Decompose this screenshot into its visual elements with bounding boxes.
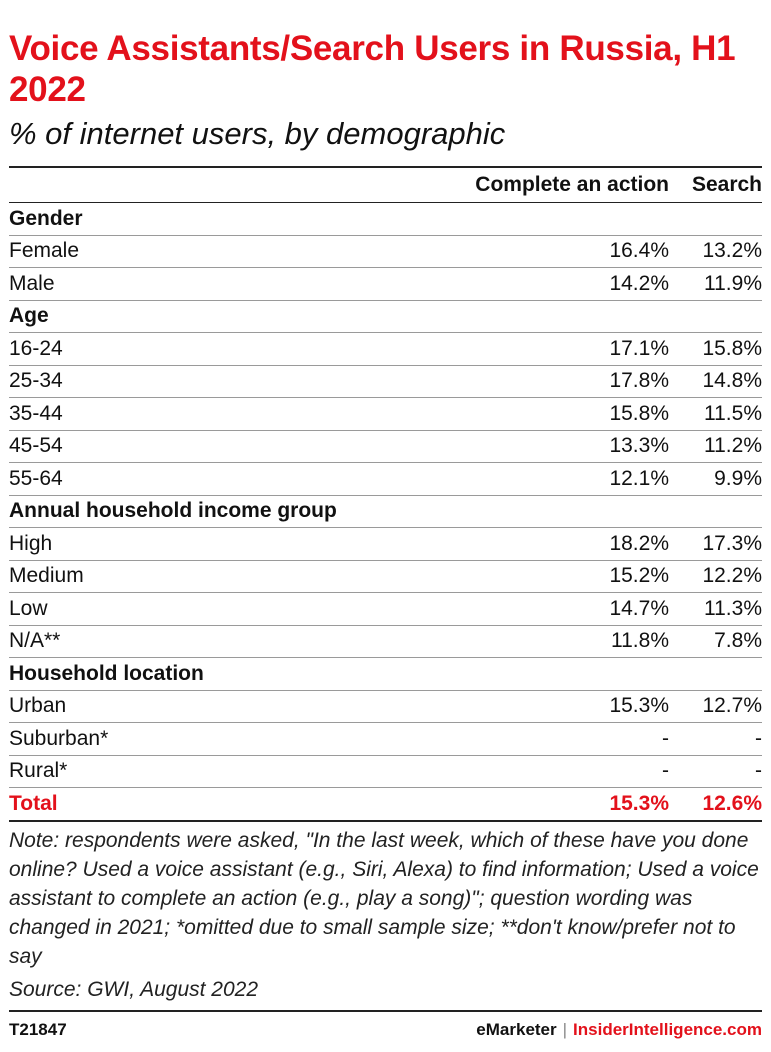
table-row: N/A** 11.8% 7.8% bbox=[9, 625, 762, 658]
chart-title: Voice Assistants/Search Users in Russia,… bbox=[9, 29, 736, 109]
header-row: Complete an action Search bbox=[9, 168, 762, 203]
table-row: Female 16.4% 13.2% bbox=[9, 235, 762, 268]
value-complete-action: 17.8% bbox=[229, 365, 669, 398]
group-header-row: Annual household income group bbox=[9, 495, 762, 528]
brand-separator: | bbox=[562, 1020, 568, 1039]
table-row: Low 14.7% 11.3% bbox=[9, 592, 762, 626]
brand-emarketer: eMarketer bbox=[476, 1020, 557, 1039]
row-label: Urban bbox=[9, 690, 229, 723]
note-text: Note: respondents were asked, "In the la… bbox=[9, 828, 759, 968]
row-label: High bbox=[9, 527, 229, 561]
brand-insider-intelligence: InsiderIntelligence.com bbox=[573, 1020, 762, 1039]
table-row: 25-34 17.8% 14.8% bbox=[9, 365, 762, 398]
header-label-col bbox=[9, 168, 229, 203]
row-label: 45-54 bbox=[9, 430, 229, 463]
value-complete-action: 16.4% bbox=[229, 235, 669, 268]
value-complete-action: 15.8% bbox=[229, 397, 669, 431]
source-text: Source: GWI, August 2022 bbox=[9, 977, 259, 1001]
total-label: Total bbox=[9, 787, 229, 822]
value-complete-action: - bbox=[229, 722, 669, 756]
total-search: 12.6% bbox=[669, 787, 762, 822]
group-label: Household location bbox=[9, 657, 762, 691]
row-label: Rural* bbox=[9, 755, 229, 788]
value-complete-action: 14.7% bbox=[229, 592, 669, 626]
value-search: 12.2% bbox=[669, 560, 762, 593]
value-search: 12.7% bbox=[669, 690, 762, 723]
top-rule bbox=[9, 166, 762, 168]
value-search: 13.2% bbox=[669, 235, 762, 268]
value-complete-action: 17.1% bbox=[229, 332, 669, 366]
value-search: 9.9% bbox=[669, 462, 762, 496]
table-row: High 18.2% 17.3% bbox=[9, 527, 762, 561]
group-label: Gender bbox=[9, 202, 762, 236]
data-table: Complete an action Search Gender Female 16… bbox=[9, 168, 762, 822]
value-search: 11.2% bbox=[669, 430, 762, 463]
table-row: Male 14.2% 11.9% bbox=[9, 267, 762, 301]
value-search: - bbox=[669, 722, 762, 756]
table-row: Suburban* - - bbox=[9, 722, 762, 756]
header-action: Complete an action bbox=[229, 168, 669, 203]
value-complete-action: 15.2% bbox=[229, 560, 669, 593]
group-label: Age bbox=[9, 300, 762, 333]
value-search: 7.8% bbox=[669, 625, 762, 658]
value-complete-action: 12.1% bbox=[229, 462, 669, 496]
value-search: 15.8% bbox=[669, 332, 762, 366]
table-row: 55-64 12.1% 9.9% bbox=[9, 462, 762, 496]
table-row: Urban 15.3% 12.7% bbox=[9, 690, 762, 723]
row-label: 25-34 bbox=[9, 365, 229, 398]
table-row: 35-44 15.8% 11.5% bbox=[9, 397, 762, 431]
value-complete-action: 15.3% bbox=[229, 690, 669, 723]
table-row: 16-24 17.1% 15.8% bbox=[9, 332, 762, 366]
footer: T21847 eMarketer | InsiderIntelligence.c… bbox=[9, 1010, 762, 1040]
value-search: 11.3% bbox=[669, 592, 762, 626]
row-label: Female bbox=[9, 235, 229, 268]
total-complete-action: 15.3% bbox=[229, 787, 669, 822]
total-row: Total 15.3% 12.6% bbox=[9, 787, 762, 822]
brand-group: eMarketer | InsiderIntelligence.com bbox=[476, 1020, 762, 1040]
chart-subtitle: % of internet users, by demographic bbox=[9, 116, 506, 151]
row-label: 16-24 bbox=[9, 332, 229, 366]
row-label: N/A** bbox=[9, 625, 229, 658]
row-label: Medium bbox=[9, 560, 229, 593]
group-header-row: Age bbox=[9, 300, 762, 333]
row-label: 35-44 bbox=[9, 397, 229, 431]
table-row: Rural* - - bbox=[9, 755, 762, 788]
group-header-row: Gender bbox=[9, 202, 762, 236]
row-label: 55-64 bbox=[9, 462, 229, 496]
row-label: Male bbox=[9, 267, 229, 301]
group-header-row: Household location bbox=[9, 657, 762, 691]
chart-id: T21847 bbox=[9, 1020, 67, 1039]
value-search: 11.5% bbox=[669, 397, 762, 431]
value-search: - bbox=[669, 755, 762, 788]
group-label: Annual household income group bbox=[9, 495, 762, 528]
value-complete-action: 18.2% bbox=[229, 527, 669, 561]
value-complete-action: 13.3% bbox=[229, 430, 669, 463]
value-search: 11.9% bbox=[669, 267, 762, 301]
chart-page: Voice Assistants/Search Users in Russia,… bbox=[0, 28, 771, 1052]
header-search: Search bbox=[669, 168, 762, 203]
row-label: Suburban* bbox=[9, 722, 229, 756]
value-complete-action: 11.8% bbox=[229, 625, 669, 658]
row-label: Low bbox=[9, 592, 229, 626]
value-complete-action: 14.2% bbox=[229, 267, 669, 301]
table-row: 45-54 13.3% 11.2% bbox=[9, 430, 762, 463]
value-search: 17.3% bbox=[669, 527, 762, 561]
value-complete-action: - bbox=[229, 755, 669, 788]
table-row: Medium 15.2% 12.2% bbox=[9, 560, 762, 593]
table-body: Gender Female 16.4% 13.2% Male 14.2% 11.9% Age 1… bbox=[9, 202, 762, 822]
value-search: 14.8% bbox=[669, 365, 762, 398]
